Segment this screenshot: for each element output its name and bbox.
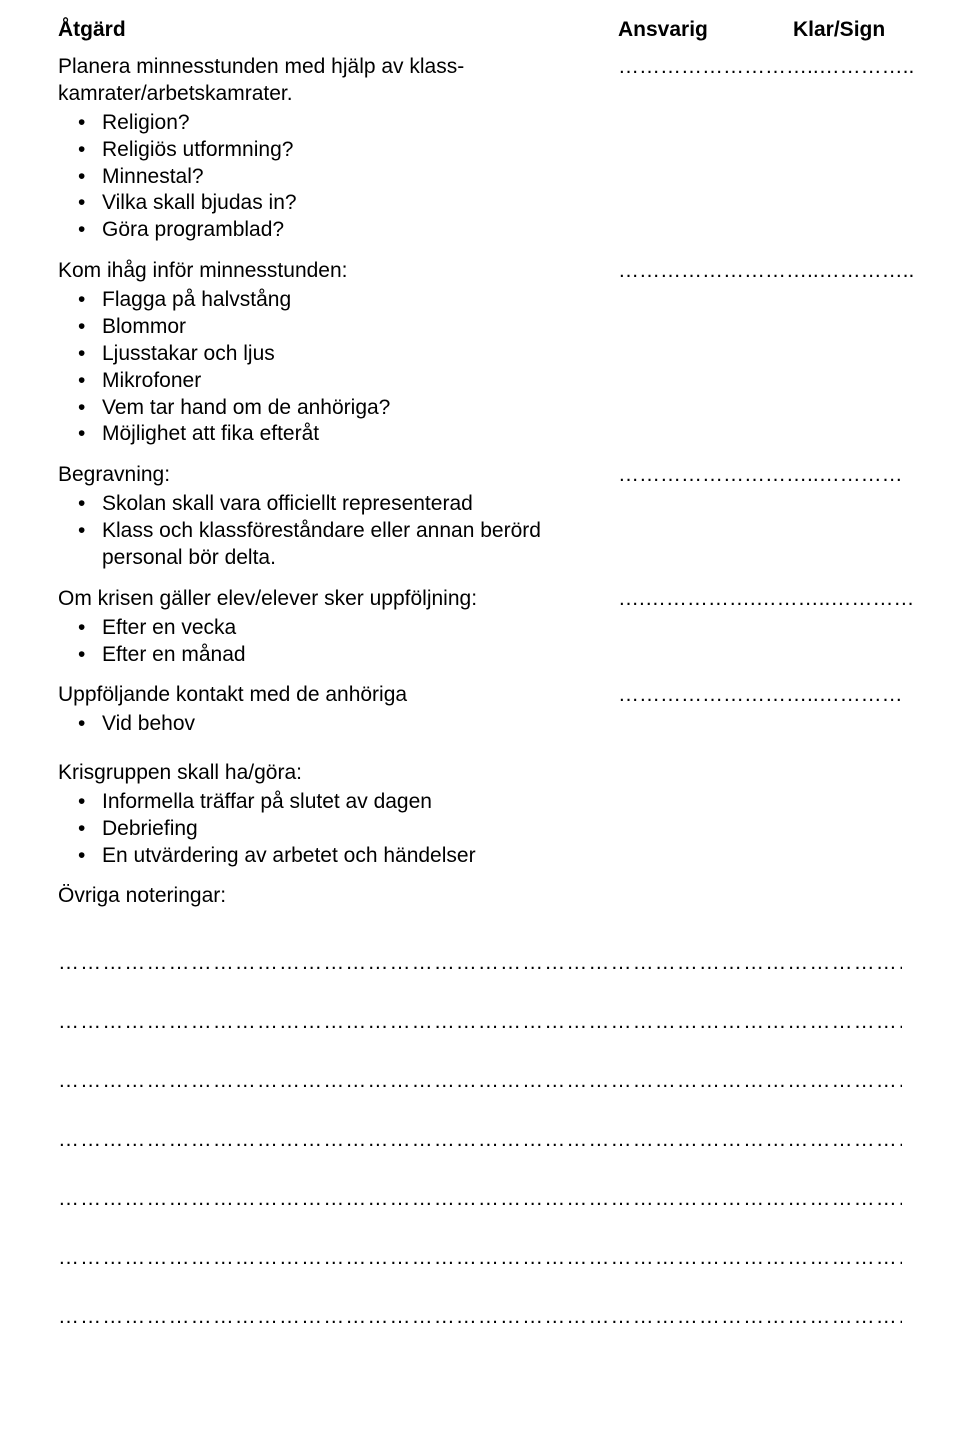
ovriga-label: Övriga noteringar: (58, 884, 902, 908)
note-line: ……………………………………………………………………………………………………… (58, 1247, 902, 1268)
krisgrupp-section: Krisgruppen skall ha/göra: Informella tr… (58, 760, 902, 870)
note-line: ……………………………………………………………………………………………………… (58, 952, 902, 973)
bullet-item: Mikrofoner (102, 368, 610, 395)
bullet-item: Efter en månad (102, 642, 610, 669)
section-left: Planera minnesstunden med hjälp av klass… (58, 54, 618, 244)
dotted-lines: ……………………………………………………………………………………………………… …… (58, 952, 902, 1327)
krisgrupp-left: Krisgruppen skall ha/göra: Informella tr… (58, 760, 618, 870)
responsible-dots: ……………………….. (618, 682, 819, 738)
bullet-item: Ljusstakar och ljus (102, 341, 610, 368)
header-action: Åtgärd (58, 18, 618, 42)
responsible-dots: ……………………….. (618, 54, 819, 244)
krisgrupp-intro: Krisgruppen skall ha/göra: (58, 760, 610, 787)
bullet-item: Religiös utformning? (102, 137, 610, 164)
section-intro: Om krisen gäller elev/elever sker uppföl… (58, 586, 610, 613)
sign-dots: ………… (819, 462, 903, 572)
section-left: Uppföljande kontakt med de anhörigaVid b… (58, 682, 618, 738)
section-intro: Begravning: (58, 462, 610, 489)
table-header: Åtgärd Ansvarig Klar/Sign (58, 18, 902, 42)
note-line: ……………………………………………………………………………………………………… (58, 1306, 902, 1327)
section: Planera minnesstunden med hjälp av klass… (58, 54, 902, 244)
sign-dots: ………… (819, 682, 903, 738)
note-line: ……………………………………………………………………………………………………… (58, 1129, 902, 1150)
bullet-item: Vem tar hand om de anhöriga? (102, 395, 610, 422)
sign-dots: ………….. (819, 54, 915, 244)
section: Begravning:Skolan skall vara officiellt … (58, 462, 902, 572)
section-intro: Uppföljande kontakt med de anhöriga (58, 682, 610, 709)
bullet-item: Möjlighet att fika efteråt (102, 421, 610, 448)
section-left: Om krisen gäller elev/elever sker uppföl… (58, 586, 618, 669)
bullet-item: Religion? (102, 110, 610, 137)
section-bullets: Skolan skall vara officiellt representer… (58, 491, 610, 572)
section-left: Begravning:Skolan skall vara officiellt … (58, 462, 618, 572)
bullet-item: Blommor (102, 314, 610, 341)
header-responsible: Ansvarig (618, 18, 793, 42)
section-bullets: Religion?Religiös utformning?Minnestal?V… (58, 110, 610, 244)
section: Uppföljande kontakt med de anhörigaVid b… (58, 682, 902, 738)
bullet-item: En utvärdering av arbetet och händelser (102, 843, 610, 870)
sign-dots: ………….. (819, 258, 915, 448)
bullet-item: Göra programblad? (102, 217, 610, 244)
section-left: Kom ihåg inför minnesstunden:Flagga på h… (58, 258, 618, 448)
bullet-item: Klass och klassföreståndare eller annan … (102, 518, 610, 572)
page: Åtgärd Ansvarig Klar/Sign Planera minnes… (0, 0, 960, 1442)
note-line: ……………………………………………………………………………………………………… (58, 1070, 902, 1091)
bullet-item: Minnestal? (102, 164, 610, 191)
section-bullets: Efter en veckaEfter en månad (58, 615, 610, 669)
header-sign: Klar/Sign (793, 18, 902, 42)
responsible-dots: ….…………….……….. (618, 586, 830, 669)
note-line: ……………………………………………………………………………………………………… (58, 1011, 902, 1032)
bullet-item: Debriefing (102, 816, 610, 843)
bullet-item: Vilka skall bjudas in? (102, 190, 610, 217)
section-intro: Planera minnesstunden med hjälp av klass… (58, 54, 610, 108)
note-line: ……………………………………………………………………………………………………… (58, 1188, 902, 1209)
responsible-dots: ……………………….. (618, 258, 819, 448)
bullet-item: Skolan skall vara officiellt representer… (102, 491, 610, 518)
section: Kom ihåg inför minnesstunden:Flagga på h… (58, 258, 902, 448)
bullet-item: Informella träffar på slutet av dagen (102, 789, 610, 816)
bullet-item: Flagga på halvstång (102, 287, 610, 314)
bullet-item: Efter en vecka (102, 615, 610, 642)
sign-dots: ………… (830, 586, 914, 669)
section-bullets: Vid behov (58, 711, 610, 738)
krisgrupp-bullets: Informella träffar på slutet av dagenDeb… (58, 789, 610, 870)
section: Om krisen gäller elev/elever sker uppföl… (58, 586, 902, 669)
section-bullets: Flagga på halvstångBlommorLjusstakar och… (58, 287, 610, 448)
section-intro: Kom ihåg inför minnesstunden: (58, 258, 610, 285)
sections-container: Planera minnesstunden med hjälp av klass… (58, 54, 902, 738)
bullet-item: Vid behov (102, 711, 610, 738)
responsible-dots: ……………………….. (618, 462, 819, 572)
